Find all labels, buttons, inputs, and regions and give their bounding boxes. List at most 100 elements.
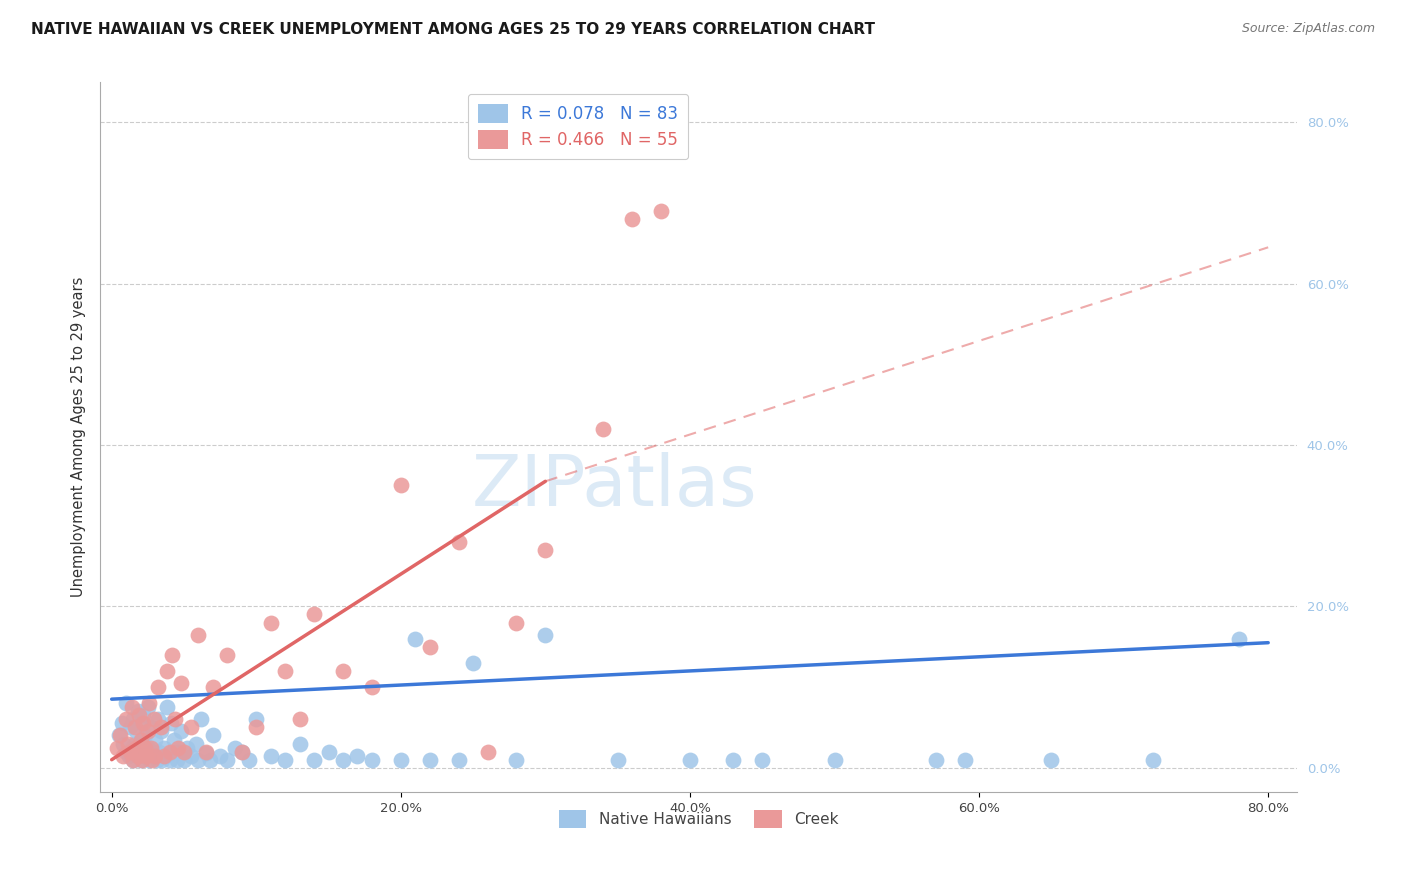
Point (132, 745, 155, 759)
Point (274, 664, 297, 678)
Point (124, 737, 146, 751)
Point (143, 732, 166, 747)
Point (461, 656, 484, 670)
Point (124, 720, 146, 734)
Point (112, 737, 135, 751)
Point (824, 753, 846, 767)
Point (156, 664, 179, 678)
Point (346, 748, 368, 763)
Point (180, 720, 202, 734)
Point (173, 745, 195, 759)
Point (592, 422, 614, 436)
Point (127, 748, 149, 763)
Point (115, 712, 138, 726)
Point (153, 748, 176, 763)
Point (173, 753, 195, 767)
Point (120, 720, 142, 734)
Point (141, 753, 163, 767)
Point (505, 753, 527, 767)
Point (187, 627, 209, 641)
Point (332, 753, 354, 767)
Point (404, 632, 426, 646)
Text: Source: ZipAtlas.com: Source: ZipAtlas.com (1241, 22, 1375, 36)
Point (953, 753, 976, 767)
Point (302, 753, 325, 767)
Point (121, 700, 143, 714)
Point (1227, 632, 1250, 646)
Point (163, 732, 186, 747)
Point (723, 753, 745, 767)
Point (159, 745, 181, 759)
Point (132, 708, 155, 723)
Point (122, 753, 145, 767)
Point (136, 724, 159, 739)
Point (134, 729, 156, 743)
Point (361, 753, 384, 767)
Point (1142, 753, 1164, 767)
Point (231, 745, 253, 759)
Point (108, 729, 131, 743)
Point (115, 696, 138, 710)
Point (122, 712, 145, 726)
Point (245, 720, 267, 734)
Point (194, 746, 217, 760)
Point (621, 212, 644, 227)
Point (152, 740, 174, 755)
Point (534, 542, 557, 557)
Point (751, 753, 773, 767)
Point (129, 753, 152, 767)
Point (302, 607, 325, 622)
Point (148, 745, 170, 759)
Point (447, 534, 470, 549)
Point (122, 753, 145, 767)
Point (170, 676, 193, 690)
Point (167, 745, 190, 759)
Point (138, 696, 160, 710)
Point (274, 753, 297, 767)
Point (110, 729, 132, 743)
Point (146, 712, 169, 726)
Legend: Native Hawaiians, Creek: Native Hawaiians, Creek (553, 805, 845, 834)
Point (136, 700, 159, 714)
Point (389, 753, 412, 767)
Point (118, 748, 141, 763)
Point (139, 720, 162, 734)
Y-axis label: Unemployment Among Ages 25 to 29 years: Unemployment Among Ages 25 to 29 years (72, 277, 86, 597)
Point (288, 737, 311, 751)
Point (115, 745, 138, 759)
Point (534, 627, 557, 641)
Point (201, 729, 224, 743)
Point (146, 680, 169, 694)
Point (143, 748, 166, 763)
Point (447, 753, 470, 767)
Point (120, 745, 142, 759)
Point (131, 753, 153, 767)
Point (217, 753, 239, 767)
Point (136, 740, 159, 755)
Point (224, 740, 246, 755)
Point (134, 740, 156, 755)
Point (125, 724, 148, 739)
Point (129, 732, 152, 747)
Point (156, 700, 179, 714)
Point (117, 737, 139, 751)
Text: ZIPatlas: ZIPatlas (472, 452, 758, 521)
Point (389, 478, 412, 492)
Point (245, 712, 267, 726)
Point (194, 745, 217, 759)
Point (162, 745, 184, 759)
Point (127, 704, 149, 718)
Point (149, 720, 172, 734)
Point (138, 753, 160, 767)
Point (217, 648, 239, 662)
Point (318, 745, 340, 759)
Point (477, 745, 499, 759)
Point (925, 753, 948, 767)
Point (160, 716, 183, 731)
Point (170, 724, 193, 739)
Point (159, 753, 181, 767)
Point (650, 204, 672, 219)
Point (121, 740, 143, 755)
Point (679, 753, 702, 767)
Point (260, 615, 283, 630)
